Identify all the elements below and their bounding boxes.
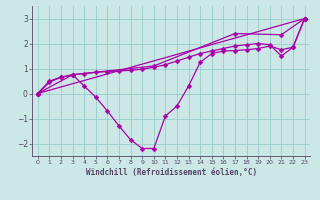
X-axis label: Windchill (Refroidissement éolien,°C): Windchill (Refroidissement éolien,°C) bbox=[86, 168, 257, 177]
